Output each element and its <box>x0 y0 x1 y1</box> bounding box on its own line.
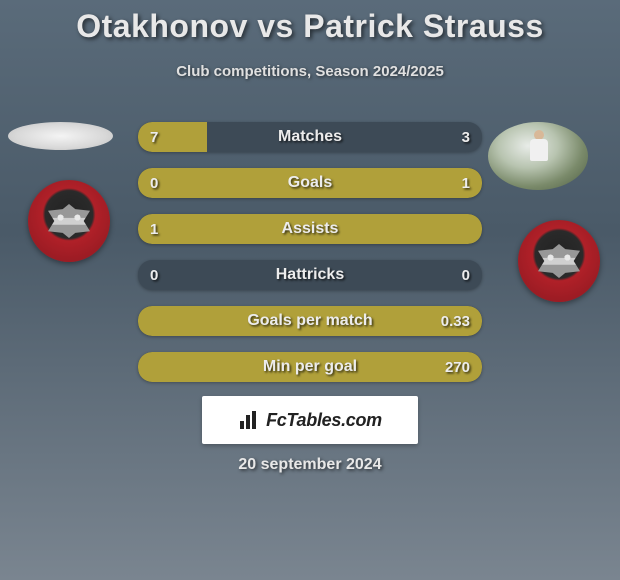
stat-row-goals-per-match: Goals per match 0.33 <box>138 306 482 336</box>
stat-value-right: 3 <box>462 122 470 152</box>
stat-label: Goals <box>138 168 482 198</box>
stat-value-right: 1 <box>462 168 470 198</box>
stat-value-right: 0 <box>462 260 470 290</box>
footer-date: 20 september 2024 <box>0 456 620 474</box>
player2-club-badge <box>518 220 600 302</box>
stat-label: Min per goal <box>138 352 482 382</box>
comparison-subtitle: Club competitions, Season 2024/2025 <box>0 63 620 80</box>
brand-text: FcTables.com <box>266 410 382 431</box>
bar-chart-icon <box>238 409 260 431</box>
stat-row-goals: 0 Goals 1 <box>138 168 482 198</box>
stat-value-right: 0.33 <box>441 306 470 336</box>
brand-box[interactable]: FcTables.com <box>202 396 418 444</box>
player1-club-badge <box>28 180 110 262</box>
stat-label: Goals per match <box>138 306 482 336</box>
stat-row-assists: 1 Assists <box>138 214 482 244</box>
stat-row-matches: 7 Matches 3 <box>138 122 482 152</box>
comparison-title: Otakhonov vs Patrick Strauss <box>0 0 620 45</box>
stat-label: Hattricks <box>138 260 482 290</box>
stat-value-right: 270 <box>445 352 470 382</box>
stat-row-min-per-goal: Min per goal 270 <box>138 352 482 382</box>
stat-row-hattricks: 0 Hattricks 0 <box>138 260 482 290</box>
player1-photo <box>8 122 113 150</box>
stat-label: Matches <box>138 122 482 152</box>
stat-label: Assists <box>138 214 482 244</box>
stats-bars: 7 Matches 3 0 Goals 1 1 Assists 0 Hattri… <box>138 122 482 398</box>
player2-photo <box>488 122 588 190</box>
